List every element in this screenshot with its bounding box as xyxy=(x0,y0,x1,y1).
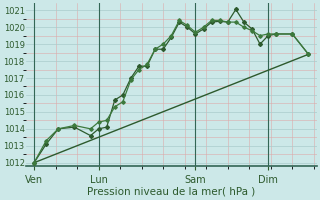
X-axis label: Pression niveau de la mer( hPa ): Pression niveau de la mer( hPa ) xyxy=(87,187,255,197)
